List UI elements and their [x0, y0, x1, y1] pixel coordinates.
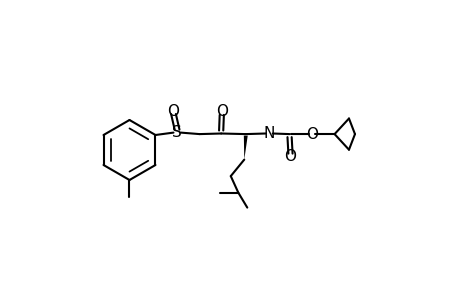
Polygon shape	[243, 136, 247, 160]
Text: N: N	[263, 126, 274, 141]
Text: O: O	[167, 103, 179, 118]
Text: O: O	[305, 127, 317, 142]
Text: O: O	[284, 149, 296, 164]
Text: O: O	[215, 104, 227, 119]
Text: S: S	[172, 125, 182, 140]
